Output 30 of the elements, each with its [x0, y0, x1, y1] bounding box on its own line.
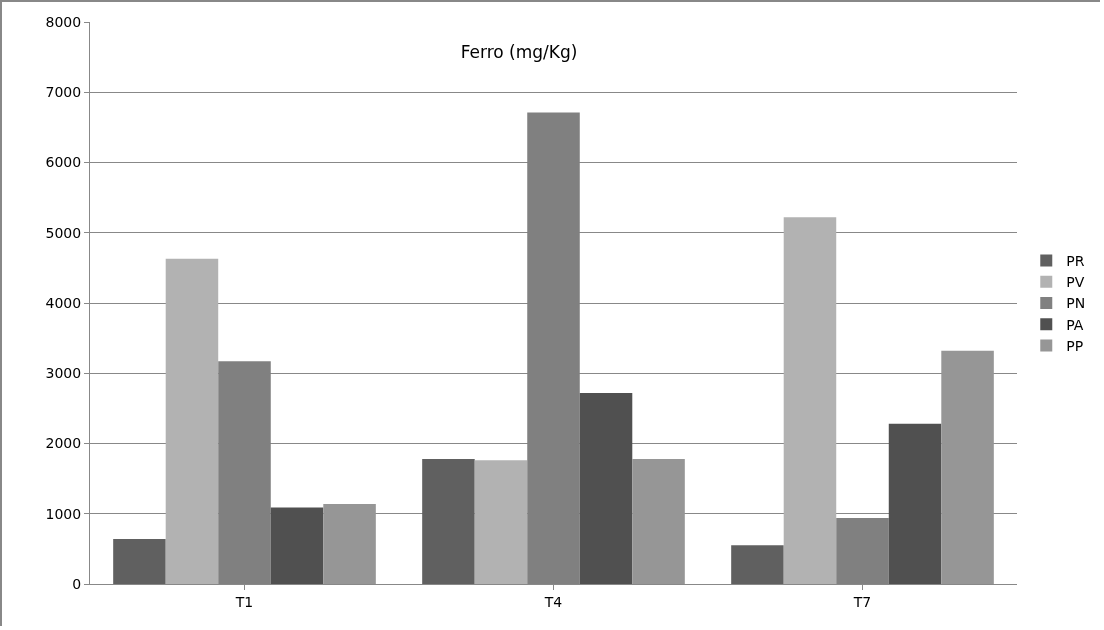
bar: [165, 258, 219, 584]
text: Ferro (mg/Kg): [460, 41, 578, 62]
bar: [323, 503, 376, 584]
legend-label: PP: [1066, 337, 1084, 354]
bar: [270, 507, 324, 584]
y-tick-label: 8000: [45, 13, 82, 30]
bar: [632, 458, 685, 584]
bar: [579, 392, 633, 584]
bar: [113, 539, 166, 584]
x-tick-label: T4: [543, 593, 563, 610]
y-tick-label: 1000: [45, 505, 82, 522]
y-tick-label: 3000: [45, 365, 82, 382]
y-tick-label: 7000: [45, 84, 82, 101]
legend-label: PA: [1066, 316, 1084, 333]
bar: [474, 460, 528, 584]
bar: [783, 217, 837, 584]
bar: [731, 545, 784, 584]
y-tick-label: 4000: [45, 294, 82, 311]
legend-label: PV: [1066, 274, 1085, 291]
bar: [941, 350, 994, 584]
x-tick-label: T1: [234, 593, 254, 610]
y-tick-label: 2000: [45, 435, 82, 452]
y-tick-label: 6000: [45, 154, 82, 171]
legend-label: PR: [1066, 253, 1085, 270]
bar: [422, 458, 475, 584]
bar: [888, 423, 942, 584]
legend-label: PN: [1066, 295, 1086, 312]
y-tick-label: 5000: [45, 224, 82, 241]
x-tick-label: T7: [852, 593, 872, 610]
y-tick-label: 0: [72, 575, 82, 592]
